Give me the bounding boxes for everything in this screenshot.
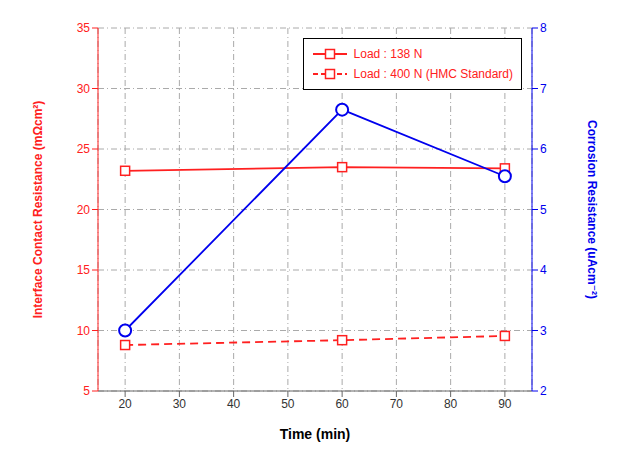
svg-text:20: 20 xyxy=(118,397,132,411)
html-text:Load : 138 N: Load : 138 N xyxy=(353,47,423,61)
svg-text:5: 5 xyxy=(540,203,547,217)
svg-text:60: 60 xyxy=(335,397,349,411)
svg-text:Interface Contact Resistance (: Interface Contact Resistance (mΩcm²) xyxy=(31,101,45,319)
svg-text:2: 2 xyxy=(540,384,547,398)
svg-text:90: 90 xyxy=(498,397,512,411)
svg-text:10: 10 xyxy=(77,324,91,338)
svg-text:15: 15 xyxy=(77,263,91,277)
svg-text:20: 20 xyxy=(77,203,91,217)
svg-text:8: 8 xyxy=(540,21,547,35)
svg-text:7: 7 xyxy=(540,82,547,96)
svg-text:35: 35 xyxy=(77,21,91,35)
svg-text:5: 5 xyxy=(83,384,90,398)
html-text:Load : 400 N (HMC Standard): Load : 400 N (HMC Standard) xyxy=(353,67,513,81)
svg-text:80: 80 xyxy=(444,397,458,411)
svg-text:30: 30 xyxy=(77,82,91,96)
svg-text:70: 70 xyxy=(390,397,404,411)
svg-text:40: 40 xyxy=(227,397,241,411)
svg-text:Time (min): Time (min) xyxy=(280,426,351,442)
svg-text:Corrosion Resistance (uAcm⁻²): Corrosion Resistance (uAcm⁻²) xyxy=(585,120,599,299)
svg-text:6: 6 xyxy=(540,142,547,156)
svg-text:25: 25 xyxy=(77,142,91,156)
svg-text:3: 3 xyxy=(540,324,547,338)
svg-text:30: 30 xyxy=(173,397,187,411)
svg-text:50: 50 xyxy=(281,397,295,411)
svg-text:4: 4 xyxy=(540,263,547,277)
